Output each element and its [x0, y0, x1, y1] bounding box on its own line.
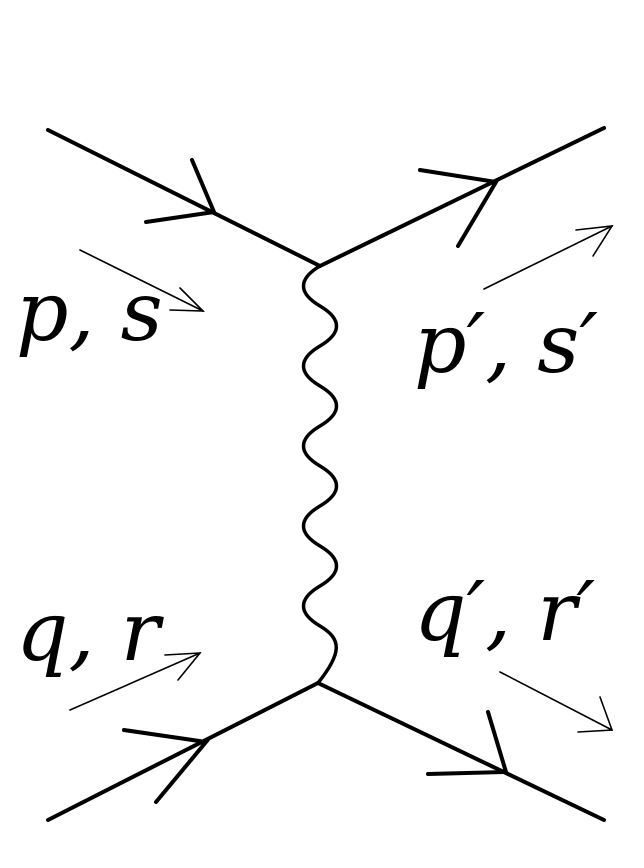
label-incoming-top: p, s	[16, 265, 163, 360]
top-fermion-line	[46, 126, 606, 268]
incoming-bottom-line	[46, 681, 320, 822]
outgoing-bottom-arrowhead	[426, 710, 509, 776]
label-incoming-bottom: q, r	[16, 585, 165, 680]
incoming-top-arrowhead	[144, 158, 217, 224]
photon-propagator	[301, 264, 339, 685]
incoming-bottom-arrowhead	[122, 728, 210, 804]
bottom-fermion-line	[46, 681, 606, 822]
outgoing-top-line	[318, 126, 606, 268]
momentum-arrow-incoming-top	[79, 249, 205, 312]
incoming-top-line	[46, 128, 322, 268]
label-outgoing-bottom: q′, r′	[414, 565, 595, 660]
label-outgoing-top: p′, s′	[414, 297, 598, 392]
outgoing-top-arrowhead	[418, 168, 500, 248]
momentum-arrow-outgoing-top	[483, 225, 614, 290]
momentum-arrow-incoming-bottom	[69, 652, 202, 711]
momentum-arrow-outgoing-bottom	[499, 671, 614, 733]
outgoing-bottom-line	[316, 681, 606, 822]
